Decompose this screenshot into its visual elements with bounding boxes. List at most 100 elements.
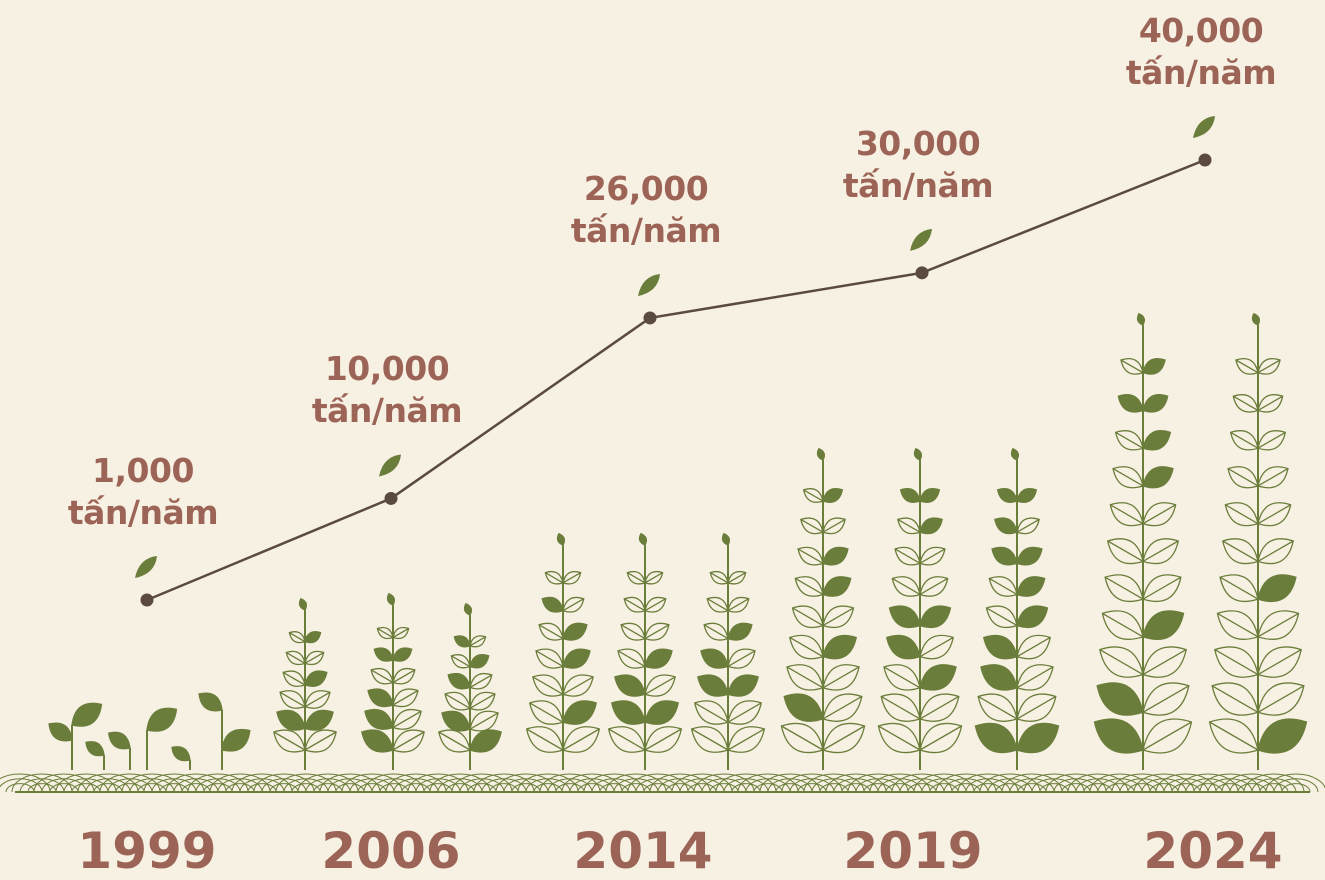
leaf: [816, 448, 826, 462]
leaf: [1252, 602, 1305, 648]
leaf: [1013, 571, 1050, 602]
leaf-icon: [638, 274, 660, 296]
leaf: [784, 628, 828, 665]
leaf: [1099, 567, 1149, 610]
leaf: [1136, 313, 1146, 327]
plant: [1202, 313, 1314, 770]
sprout: [169, 742, 194, 770]
leaf: [641, 643, 677, 673]
x-tick-label: 2014: [523, 822, 763, 880]
leaf: [1137, 602, 1190, 648]
leaf: [1137, 567, 1187, 610]
leaf: [1011, 657, 1058, 698]
leaf: [982, 600, 1022, 634]
leaf: [603, 719, 651, 760]
leaf: [724, 643, 760, 673]
leaf: [1139, 425, 1175, 456]
leaf: [913, 448, 923, 462]
leaf-icon: [135, 556, 157, 578]
leaf: [1090, 673, 1150, 725]
leaf: [606, 694, 650, 731]
plant: [872, 448, 968, 770]
plant: [603, 533, 687, 770]
leaf: [1254, 425, 1290, 456]
leaf: [972, 686, 1023, 730]
leaf: [556, 533, 566, 547]
leaf: [1214, 567, 1264, 610]
leaf: [558, 694, 602, 731]
leaf: [1135, 709, 1199, 764]
leaf: [723, 669, 763, 703]
sprout: [105, 727, 135, 770]
leaf: [818, 600, 858, 634]
value-label: 26,000 tấn/năm: [536, 168, 756, 252]
leaf: [638, 533, 648, 547]
leaf: [1202, 709, 1266, 764]
leaf: [1012, 628, 1056, 665]
leaf: [913, 715, 968, 762]
leaf: [1251, 673, 1311, 725]
leaf: [559, 643, 595, 673]
leaf: [791, 571, 828, 602]
leaf: [640, 669, 680, 703]
leaf: [781, 657, 828, 698]
leaf: [914, 686, 965, 730]
leaf: [1093, 638, 1150, 687]
plant: [269, 598, 341, 770]
leaf: [693, 669, 733, 703]
leaf-icon: [910, 229, 932, 251]
plant: [357, 593, 429, 770]
leaf: [778, 686, 829, 730]
x-tick-label: 2006: [271, 822, 511, 880]
leaf: [1137, 531, 1183, 571]
leaf: [1220, 496, 1263, 533]
leaf: [521, 719, 569, 760]
plant: [1087, 313, 1199, 770]
leaf: [721, 533, 731, 547]
leaf: [532, 643, 568, 673]
leaf: [888, 571, 925, 602]
chart: [0, 0, 1325, 874]
leaf: [885, 600, 925, 634]
leaf: [1208, 638, 1265, 687]
leaf: [1223, 460, 1263, 494]
leaf: [1136, 673, 1196, 725]
value-label: 1,000 tấn/năm: [33, 450, 253, 534]
leaf: [1253, 460, 1293, 494]
leaf: [1250, 709, 1314, 764]
leaf: [1217, 531, 1263, 571]
leaf: [1012, 600, 1052, 634]
leaf: [1251, 313, 1261, 327]
leaf: [1010, 448, 1020, 462]
leaf: [1226, 425, 1262, 456]
point: [1199, 154, 1212, 167]
leaf: [818, 628, 862, 665]
leaf: [1111, 425, 1147, 456]
leaf: [969, 715, 1024, 762]
leaf: [816, 715, 871, 762]
leaf: [1252, 567, 1302, 610]
leaf: [875, 686, 926, 730]
leaf: [1087, 709, 1151, 764]
point: [385, 492, 398, 505]
leaf: [298, 598, 308, 612]
leaf: [689, 694, 733, 731]
plant: [775, 448, 871, 770]
leaf: [914, 657, 961, 698]
leaf: [1138, 460, 1178, 494]
leaf: [916, 571, 953, 602]
leaf: [881, 628, 925, 665]
leaf: [1011, 686, 1062, 730]
value-label: 30,000 tấn/năm: [808, 123, 1028, 207]
leaf: [723, 694, 767, 731]
leaf: [915, 600, 955, 634]
leaf: [1138, 496, 1181, 533]
leaf: [817, 686, 868, 730]
leaf: [686, 719, 734, 760]
x-tick-label: 2019: [793, 822, 1033, 880]
page: {"chart_data": {"type": "line", "categor…: [0, 0, 1325, 874]
value-label: 10,000 tấn/năm: [277, 348, 497, 432]
leaf: [463, 603, 473, 617]
sprout: [83, 737, 108, 770]
point: [916, 266, 929, 279]
